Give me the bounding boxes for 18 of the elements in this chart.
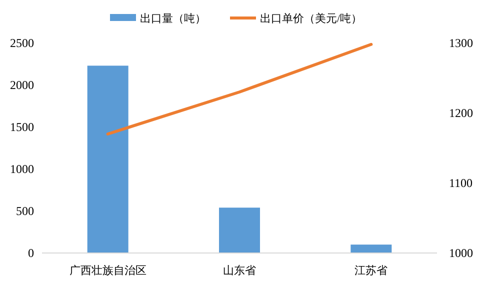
y-tick-label: 0 (28, 246, 34, 260)
y2-tick-label: 1200 (449, 106, 473, 120)
y2-tick-label: 1100 (449, 176, 473, 190)
x-tick-label: 山东省 (223, 264, 256, 277)
legend-label: 出口单价（美元/吨） (260, 12, 362, 25)
x-tick-label: 江苏省 (354, 264, 388, 277)
y-tick-label: 1000 (10, 162, 34, 176)
y2-tick-label: 1300 (449, 36, 473, 50)
bar (350, 244, 392, 253)
y2-tick-label: 1000 (449, 246, 473, 260)
y-tick-label: 1500 (10, 120, 34, 134)
x-tick-label: 广西壮族自治区 (69, 264, 146, 277)
y-tick-label: 2500 (10, 36, 34, 50)
legend-label: 出口量（吨） (140, 12, 206, 25)
bar (219, 208, 260, 253)
y-tick-label: 500 (16, 204, 34, 218)
bar (87, 66, 128, 253)
y-tick-label: 2000 (10, 78, 34, 92)
